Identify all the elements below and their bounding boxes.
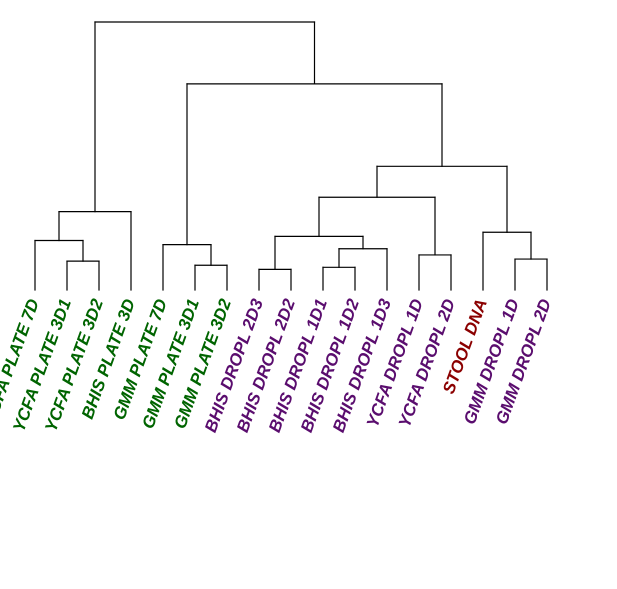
dendrogram-lines xyxy=(35,22,547,290)
dendrogram-labels: YCFA PLATE 7DYCFA PLATE 3D1YCFA PLATE 3D… xyxy=(0,296,555,435)
dendrogram: YCFA PLATE 7DYCFA PLATE 3D1YCFA PLATE 3D… xyxy=(0,0,617,589)
